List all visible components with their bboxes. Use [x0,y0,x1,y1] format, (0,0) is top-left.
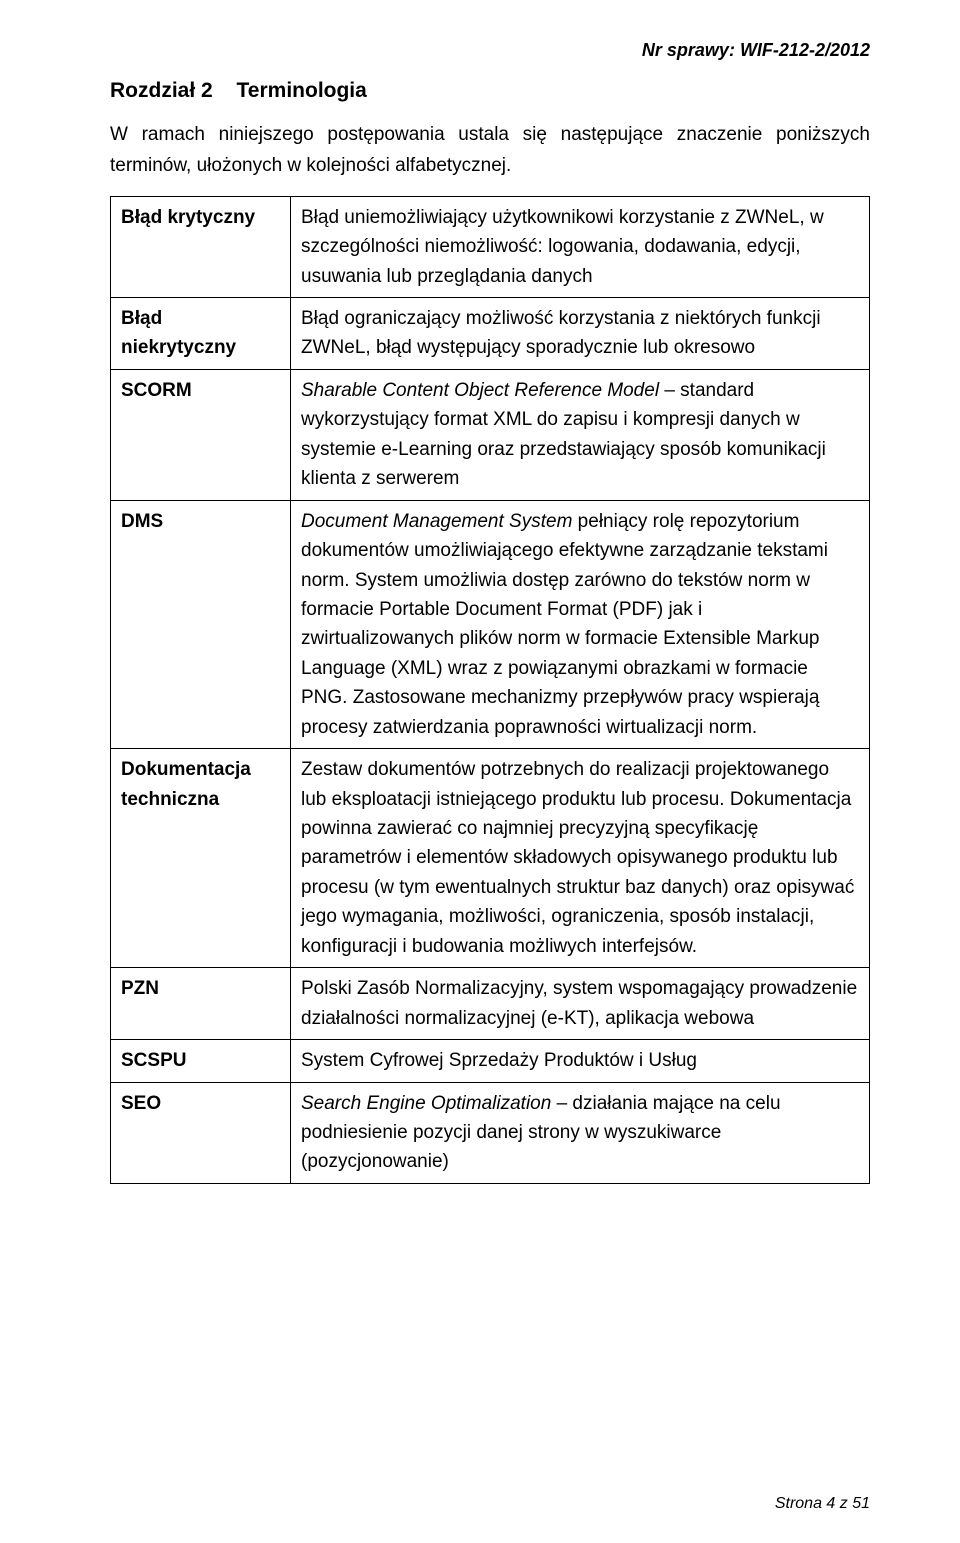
italic-lead: Document Management System [301,511,572,532]
term-cell: SCSPU [111,1040,291,1082]
case-number: Nr sprawy: WIF-212-2/2012 [110,40,870,61]
italic-lead: Search Engine Optimalization [301,1093,551,1114]
italic-lead: Sharable Content Object Reference Model [301,380,659,401]
definition-cell: Document Management System pełniący rolę… [291,500,870,749]
table-row: Błąd krytyczny Błąd uniemożliwiający uży… [111,196,870,297]
definition-cell: Polski Zasób Normalizacyjny, system wspo… [291,968,870,1040]
definition-cell: Błąd uniemożliwiający użytkownikowi korz… [291,196,870,297]
chapter-heading: Rozdział 2 Terminologia [110,79,870,103]
table-row: SCORM Sharable Content Object Reference … [111,369,870,500]
chapter-title: Terminologia [237,79,367,102]
table-row: Dokumentacja techniczna Zestaw dokumentó… [111,749,870,968]
table-row: SEO Search Engine Optimalization – dział… [111,1082,870,1183]
definition-rest: pełniący rolę repozytorium dokumentów um… [301,511,828,738]
table-row: Błąd niekrytyczny Błąd ograniczający moż… [111,298,870,370]
term-cell: Błąd niekrytyczny [111,298,291,370]
document-page: Nr sprawy: WIF-212-2/2012 Rozdział 2 Ter… [0,0,960,1543]
intro-paragraph: W ramach niniejszego postępowania ustala… [110,119,870,182]
term-cell: Dokumentacja techniczna [111,749,291,968]
term-cell: SEO [111,1082,291,1183]
table-row: PZN Polski Zasób Normalizacyjny, system … [111,968,870,1040]
table-row: DMS Document Management System pełniący … [111,500,870,749]
table-row: SCSPU System Cyfrowej Sprzedaży Produktó… [111,1040,870,1082]
term-cell: DMS [111,500,291,749]
terminology-table: Błąd krytyczny Błąd uniemożliwiający uży… [110,196,870,1184]
definition-cell: Search Engine Optimalization – działania… [291,1082,870,1183]
definition-cell: Zestaw dokumentów potrzebnych do realiza… [291,749,870,968]
term-cell: PZN [111,968,291,1040]
term-cell: SCORM [111,369,291,500]
page-footer: Strona 4 z 51 [775,1495,870,1513]
definition-cell: Błąd ograniczający możliwość korzystania… [291,298,870,370]
term-cell: Błąd krytyczny [111,196,291,297]
definition-cell: System Cyfrowej Sprzedaży Produktów i Us… [291,1040,870,1082]
chapter-label: Rozdział 2 [110,79,213,102]
definition-cell: Sharable Content Object Reference Model … [291,369,870,500]
